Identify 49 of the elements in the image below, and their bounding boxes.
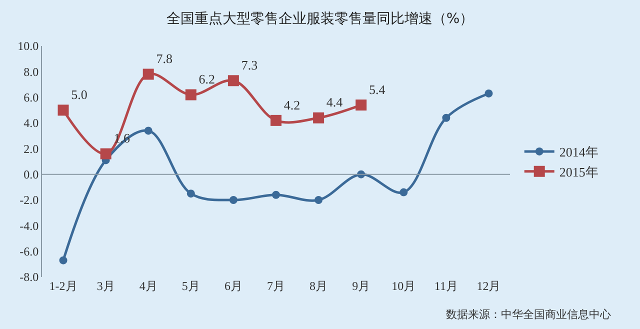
point xyxy=(58,104,69,116)
data-label: 6.2 xyxy=(198,72,216,87)
point xyxy=(144,126,152,135)
y-tick-label: -8.0 xyxy=(20,270,39,284)
x-tick-label: 9月 xyxy=(352,279,370,293)
point xyxy=(59,256,68,264)
x-tick-label: 1-2月 xyxy=(49,279,78,293)
source-note: 数据来源：中华全国商业信息中心 xyxy=(446,308,611,321)
point xyxy=(356,100,367,111)
x-tick-label: 6月 xyxy=(224,279,242,293)
x-tick-label: 7月 xyxy=(267,279,285,293)
x-tick-label: 5月 xyxy=(182,279,200,293)
point xyxy=(228,75,239,86)
data-label: 4.2 xyxy=(284,97,300,112)
legend-label: 2014年 xyxy=(559,144,598,160)
y-tick-label: 6.0 xyxy=(24,90,39,105)
point xyxy=(185,89,196,100)
x-tick-label: 12月 xyxy=(476,279,501,293)
y-tick-label: -4.0 xyxy=(20,218,39,233)
y-tick-label: 4.0 xyxy=(24,116,39,130)
x-tick-label: 8月 xyxy=(310,279,328,293)
y-tick-label: 10.0 xyxy=(18,39,39,54)
point xyxy=(313,112,324,124)
data-label: 4.4 xyxy=(326,94,344,110)
point xyxy=(314,196,323,204)
x-tick-label: 3月 xyxy=(96,279,115,293)
x-tick-label: 11月 xyxy=(434,279,458,293)
data-label: 7.8 xyxy=(156,51,172,66)
x-tick-label: 10月 xyxy=(392,279,416,293)
chart-title: 全国重点大型零售企业服装零售量同比增速（%） xyxy=(166,10,474,27)
point xyxy=(442,114,450,122)
y-tick-label: -6.0 xyxy=(20,244,39,259)
y-tick-label: 2.0 xyxy=(24,142,39,156)
data-label: 5.0 xyxy=(71,87,88,102)
y-tick-label: -2.0 xyxy=(20,193,39,208)
point xyxy=(272,190,280,199)
data-label: 5.4 xyxy=(368,82,386,97)
point xyxy=(484,89,493,98)
point xyxy=(229,196,238,204)
data-label: 7.3 xyxy=(241,58,258,73)
point xyxy=(400,188,408,196)
y-tick-label: 0.0 xyxy=(24,168,39,182)
point xyxy=(270,114,282,126)
point xyxy=(186,190,195,198)
y-tick-label: 8.0 xyxy=(24,64,39,79)
legend-label: 2015年 xyxy=(559,164,598,180)
point xyxy=(100,148,112,160)
point xyxy=(142,68,154,80)
x-tick-label: 4月 xyxy=(139,279,158,293)
